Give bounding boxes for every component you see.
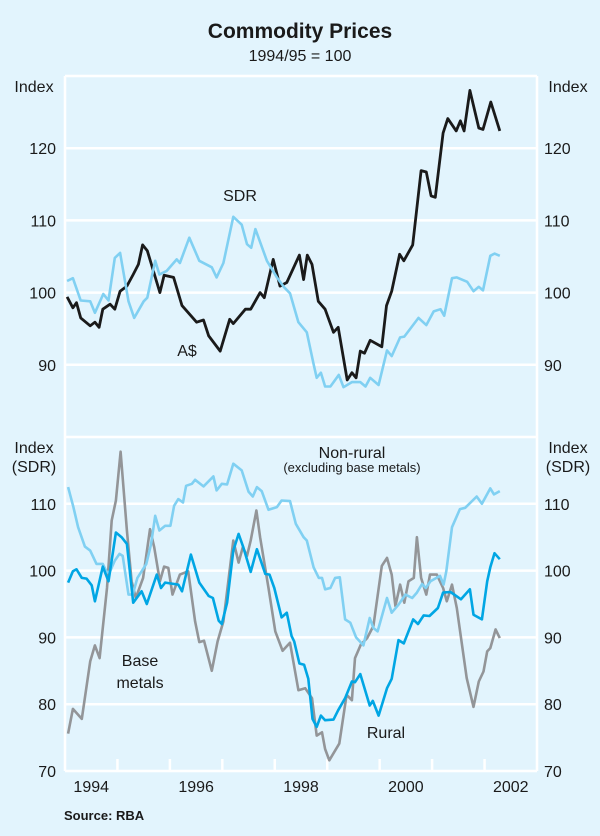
- y-tick-label-right: 70: [544, 764, 562, 781]
- chart-title: Commodity Prices: [207, 20, 393, 43]
- y-tick-label-left: 80: [38, 697, 56, 714]
- x-tick-label: 1994: [73, 779, 109, 796]
- y-axis-label-left: Index: [14, 79, 53, 96]
- series-label: metals: [116, 675, 163, 692]
- y-tick-label-right: 100: [544, 564, 571, 581]
- x-tick-label: 2000: [388, 779, 424, 796]
- series-label: Non-rural: [319, 445, 386, 462]
- y-axis-label-right: Index: [548, 440, 587, 457]
- y-tick-label-right: 120: [544, 141, 571, 158]
- x-tick-label: 1998: [283, 779, 319, 796]
- y-axis-label-right: (SDR): [546, 459, 590, 476]
- y-tick-label-left: 90: [38, 358, 56, 375]
- series-line-rural: [66, 531, 501, 729]
- y-tick-label-right: 90: [544, 630, 562, 647]
- y-tick-label-left: 70: [38, 764, 56, 781]
- series-label: Rural: [367, 725, 405, 742]
- series-line-non-rural: [66, 462, 501, 647]
- series-label-note: (excluding base metals): [283, 460, 420, 475]
- y-axis-label-left: Index: [14, 440, 53, 457]
- series-label: Base: [122, 653, 159, 670]
- y-tick-label-left: 90: [38, 630, 56, 647]
- series-line-sdr: [66, 215, 501, 389]
- y-tick-label-left: 110: [30, 497, 56, 514]
- y-tick-label-right: 90: [544, 358, 562, 375]
- y-tick-label-left: 110: [30, 213, 56, 230]
- y-tick-label-left: 100: [29, 286, 56, 303]
- series-line-base-metals: [66, 450, 501, 762]
- y-tick-label-right: 110: [544, 213, 570, 230]
- x-tick-label: 2002: [493, 779, 529, 796]
- y-tick-label-left: 120: [29, 141, 56, 158]
- chart-subtitle: 1994/95 = 100: [248, 48, 352, 65]
- x-tick-label: 1996: [178, 779, 214, 796]
- series-label: SDR: [223, 188, 257, 205]
- y-tick-label-right: 100: [544, 286, 571, 303]
- y-tick-label-right: 80: [544, 697, 562, 714]
- series-label: A$: [177, 343, 197, 360]
- series-line-aud: [65, 89, 502, 382]
- source-note: Source: RBA: [64, 808, 145, 823]
- y-axis-label-right: Index: [548, 79, 587, 96]
- y-tick-label-right: 110: [544, 497, 570, 514]
- y-tick-label-left: 100: [29, 564, 56, 581]
- y-axis-label-left: (SDR): [12, 459, 56, 476]
